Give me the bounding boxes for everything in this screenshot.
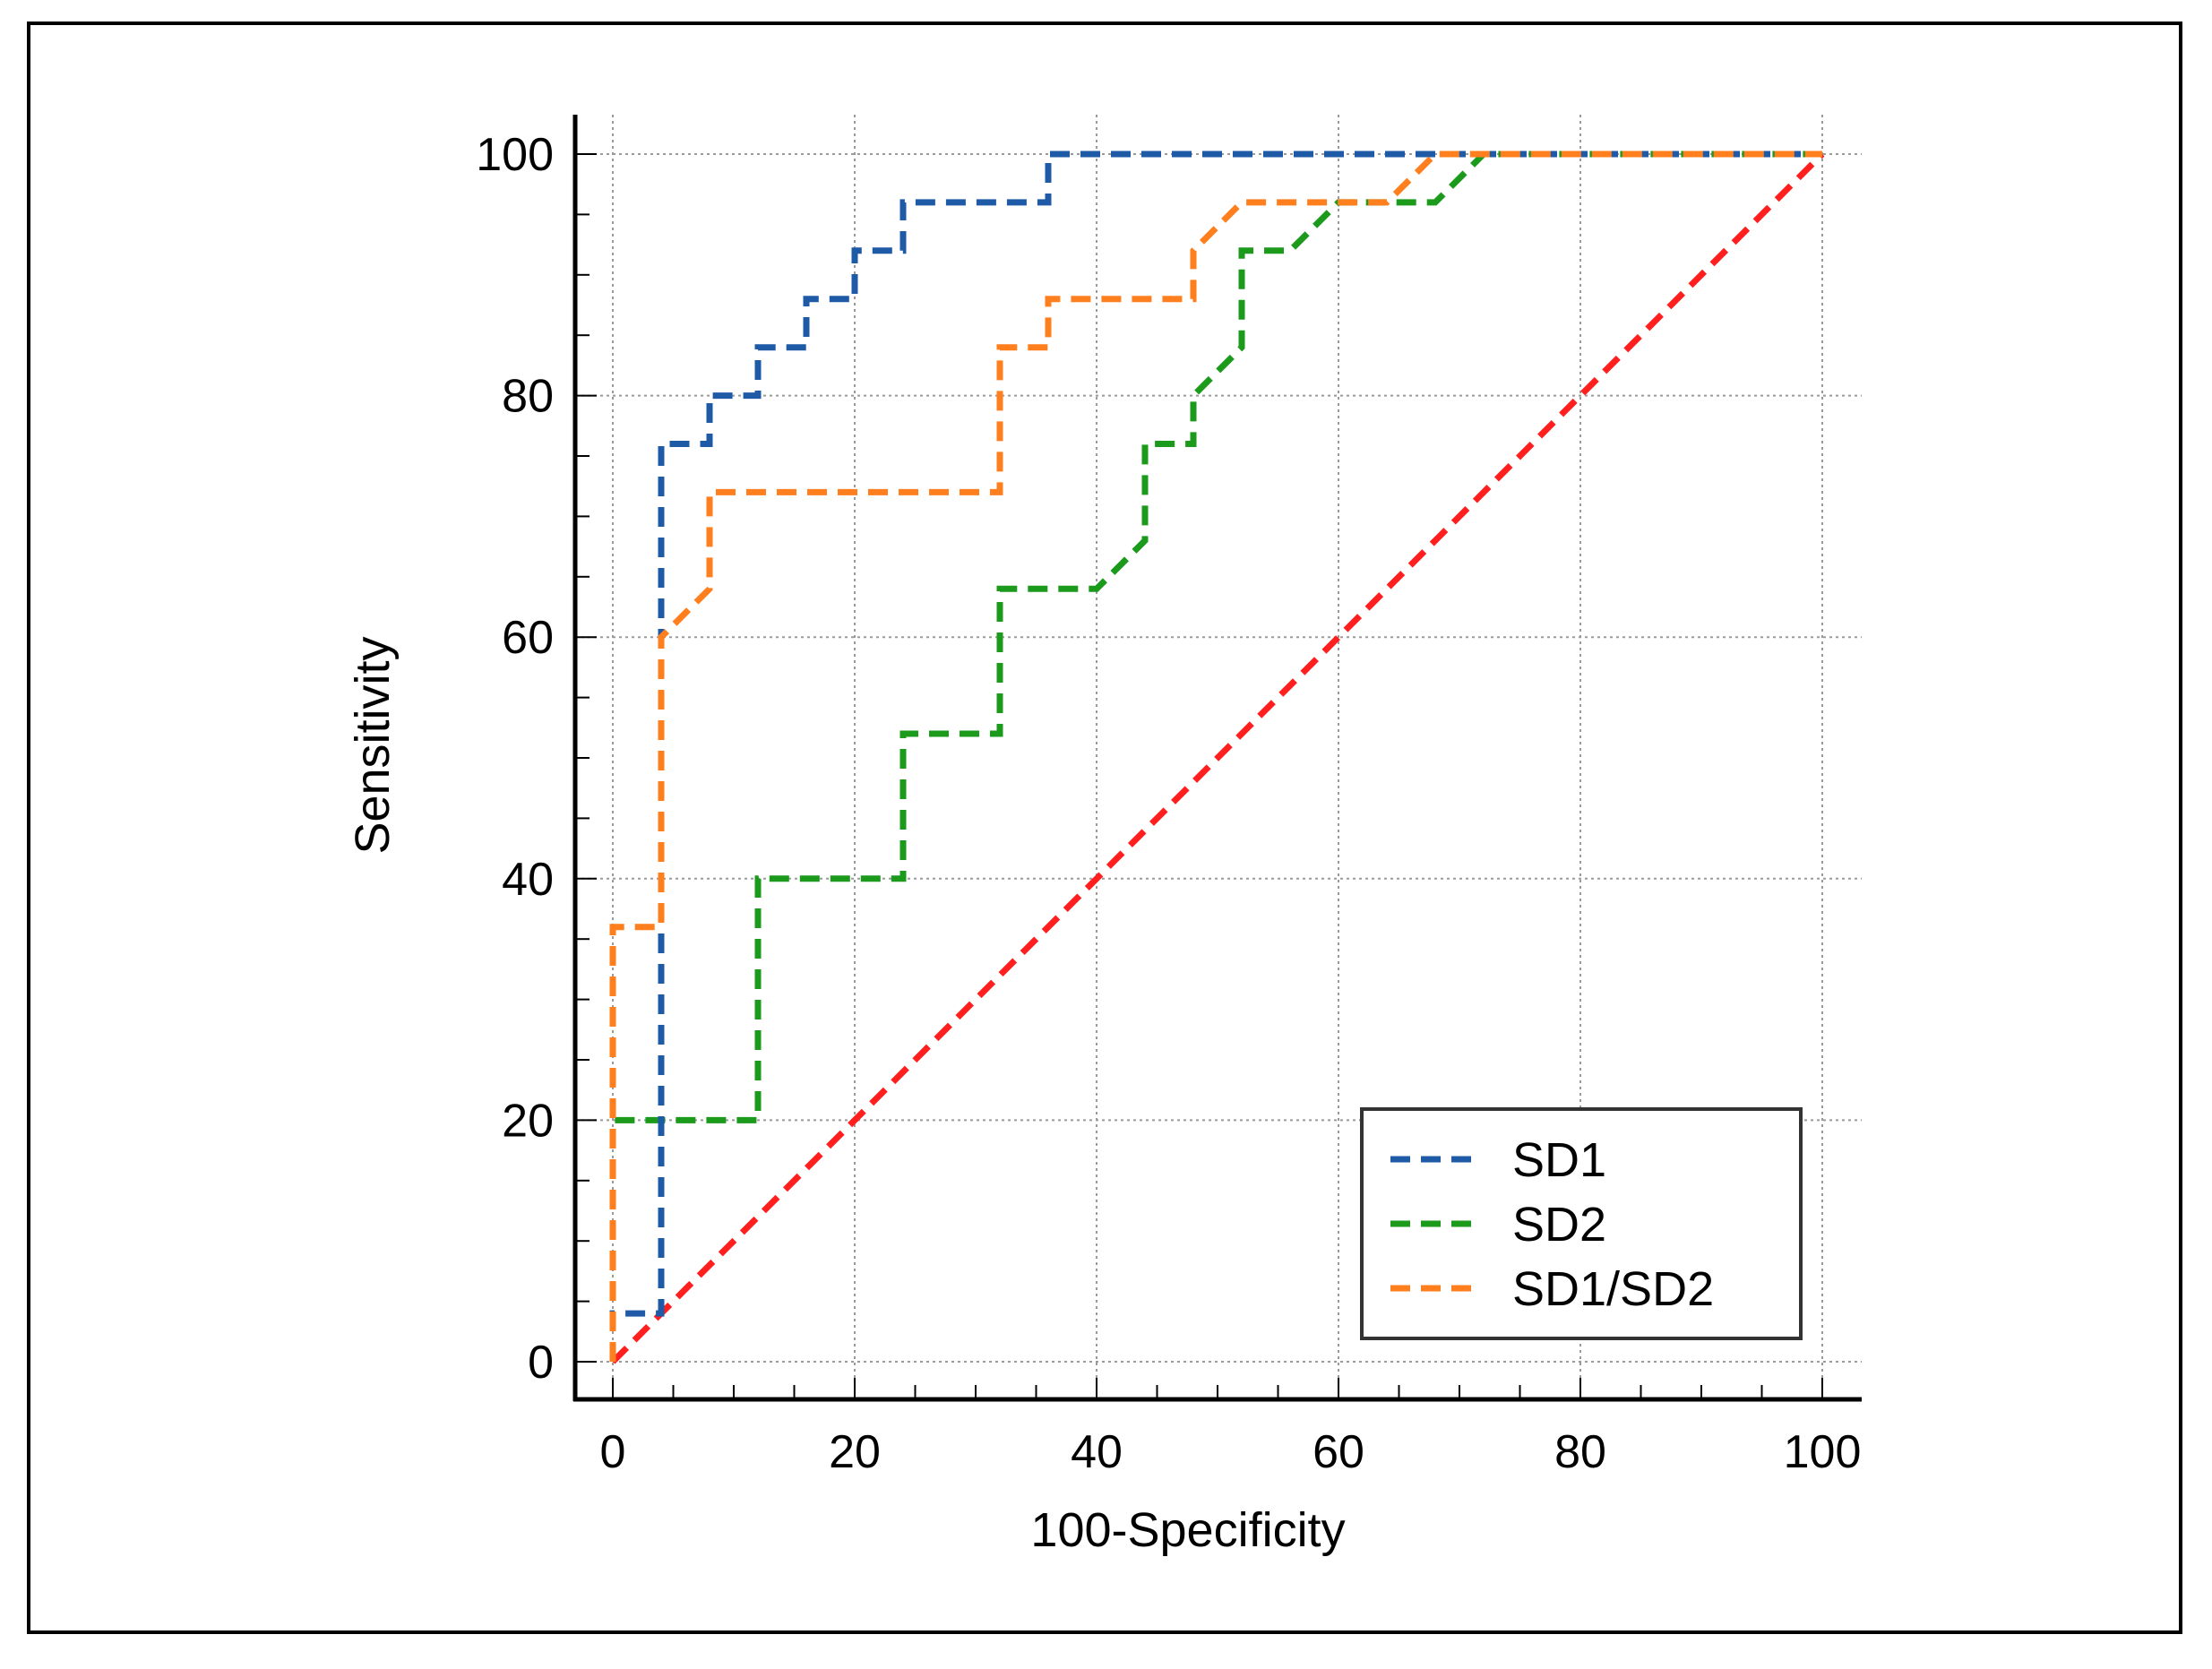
y-tick-label: 0 bbox=[528, 1337, 554, 1389]
y-tick-label: 80 bbox=[502, 371, 554, 423]
x-tick-label: 100 bbox=[1784, 1426, 1862, 1478]
y-tick-label: 100 bbox=[476, 129, 554, 181]
grid-lines bbox=[575, 115, 1862, 1399]
y-tick-label: 60 bbox=[502, 612, 554, 664]
series-line-sd2 bbox=[609, 151, 1822, 1362]
legend: SD1 SD2 SD1/SD2 bbox=[1360, 1107, 1803, 1340]
figure-frame bbox=[27, 22, 2182, 1634]
legend-label: SD1/SD2 bbox=[1512, 1262, 1714, 1316]
series-lines bbox=[609, 151, 1825, 1364]
legend-label: SD2 bbox=[1512, 1198, 1606, 1252]
y-axis-title: Sensitivity bbox=[346, 636, 400, 854]
x-tick-label: 0 bbox=[600, 1426, 626, 1478]
minor-ticks bbox=[575, 153, 1823, 1399]
legend-entries: SD1 SD2 SD1/SD2 bbox=[1390, 1133, 1714, 1316]
axes bbox=[572, 115, 1862, 1402]
series-line-sd1-sd2 bbox=[609, 151, 1822, 1362]
x-axis-title: 100-Specificity bbox=[1030, 1503, 1345, 1557]
tick-labels: 0 20 40 60 80 100 0 20 40 60 80 100 bbox=[476, 129, 1861, 1478]
x-tick-label: 20 bbox=[829, 1426, 881, 1478]
x-tick-label: 80 bbox=[1554, 1426, 1606, 1478]
x-tick-label: 60 bbox=[1313, 1426, 1364, 1478]
y-tick-label: 20 bbox=[502, 1095, 554, 1147]
legend-label: SD1 bbox=[1512, 1133, 1606, 1187]
series-line-reference bbox=[610, 151, 1825, 1364]
x-tick-label: 40 bbox=[1071, 1426, 1123, 1478]
y-tick-label: 40 bbox=[502, 854, 554, 906]
